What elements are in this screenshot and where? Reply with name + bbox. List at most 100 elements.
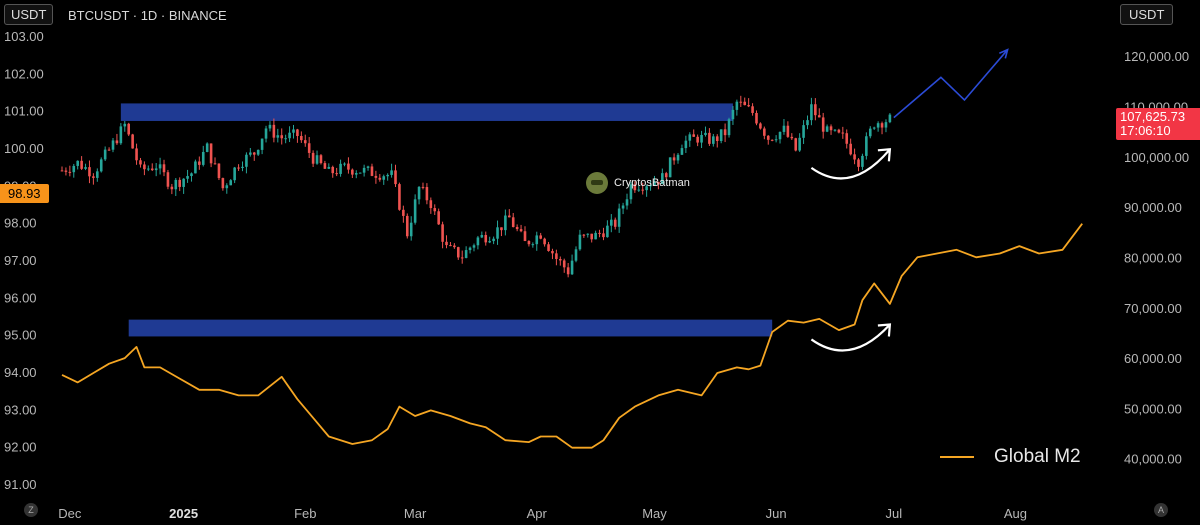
- candle-body: [664, 173, 668, 178]
- candle-body: [209, 143, 213, 164]
- candle-body: [303, 140, 307, 144]
- candle-body: [358, 172, 362, 174]
- candle-body: [782, 125, 786, 132]
- right-tick-label: 40,000.00: [1124, 452, 1182, 467]
- candle-body: [245, 154, 248, 167]
- candle-body: [504, 215, 507, 231]
- candle-body: [464, 250, 468, 258]
- price-badge-countdown: 17:06:10: [1120, 123, 1171, 138]
- projection-arrow-line: [893, 49, 1009, 119]
- candle-body: [786, 125, 790, 137]
- candle-body: [284, 138, 287, 140]
- candle-body: [260, 138, 264, 150]
- candle-body: [492, 238, 495, 242]
- candle-body: [759, 123, 762, 129]
- candle-body: [696, 136, 699, 143]
- candle-body: [857, 159, 860, 167]
- candle-body: [307, 143, 311, 153]
- candle-body: [453, 245, 456, 248]
- x-tick-label: Feb: [294, 506, 316, 521]
- candle-body: [606, 225, 609, 238]
- candle-body: [311, 152, 315, 164]
- timezone-button[interactable]: Z: [24, 503, 38, 517]
- candle-body: [594, 232, 597, 240]
- legend: Global M2: [940, 446, 1081, 468]
- candle-body: [437, 211, 440, 225]
- candle-body: [323, 163, 327, 169]
- legend-label: Global M2: [994, 446, 1081, 467]
- left-last-value-badge: 98.93: [0, 184, 49, 203]
- candle-body: [704, 132, 707, 135]
- right-tick-label: 60,000.00: [1124, 351, 1182, 366]
- candle-body: [123, 123, 127, 127]
- candle-body: [668, 157, 672, 178]
- candle-body: [645, 186, 648, 191]
- candle-body: [362, 167, 366, 173]
- candle-body: [382, 176, 386, 180]
- candle-body: [551, 250, 554, 254]
- candle-body: [268, 124, 272, 129]
- candle-body: [810, 104, 813, 121]
- left-tick-label: 91.00: [4, 477, 37, 492]
- candle-body: [798, 137, 801, 151]
- candle-body: [229, 180, 233, 186]
- candle-body: [445, 241, 448, 246]
- price-badge-value: 107,625.73: [1120, 109, 1186, 124]
- candle-body: [331, 166, 335, 174]
- x-tick-label: Dec: [58, 506, 82, 521]
- candle-body: [727, 119, 731, 136]
- candle-body: [127, 123, 131, 135]
- right-currency-button[interactable]: USDT: [1120, 4, 1174, 25]
- auto-scale-button[interactable]: A: [1154, 503, 1168, 517]
- candle-body: [366, 166, 370, 168]
- candle-body: [201, 151, 205, 165]
- candle-body: [76, 160, 79, 166]
- candle-body: [405, 215, 409, 237]
- candle-body: [347, 163, 350, 170]
- candle-body: [790, 136, 794, 139]
- right-tick-label: 80,000.00: [1124, 250, 1182, 265]
- candle-body: [72, 165, 76, 173]
- candle-body: [880, 123, 884, 128]
- right-tick-label: 120,000.00: [1124, 49, 1189, 64]
- candle-body: [515, 227, 519, 230]
- candle-body: [402, 209, 405, 216]
- candle-body: [472, 245, 476, 248]
- candle-body: [409, 222, 413, 237]
- candle-body: [398, 184, 401, 210]
- candle-body: [629, 184, 633, 200]
- candle-body: [680, 148, 684, 155]
- candle-body: [700, 134, 703, 143]
- candle-body: [154, 168, 158, 171]
- candle-body: [539, 235, 542, 239]
- candle-body: [252, 152, 256, 155]
- candle-body: [280, 135, 284, 139]
- candle-body: [425, 187, 429, 201]
- left-tick-label: 101.00: [4, 104, 44, 119]
- candle-body: [743, 101, 747, 106]
- candle-body: [708, 132, 711, 144]
- x-tick-label: May: [642, 506, 667, 521]
- candle-body: [641, 189, 645, 191]
- candle-body: [794, 138, 798, 151]
- candle-body: [861, 155, 864, 167]
- candle-body: [555, 253, 558, 260]
- x-tick-label: 2025: [169, 506, 198, 521]
- symbol-title: BTCUSDT · 1D · BINANCE: [68, 8, 227, 23]
- candle-body: [194, 161, 197, 174]
- candle-body: [166, 172, 170, 187]
- resistance-zone: [128, 319, 773, 337]
- candle-body: [288, 132, 291, 139]
- candle-body: [292, 129, 295, 133]
- candle-body: [865, 136, 868, 156]
- left-currency-button[interactable]: USDT: [4, 4, 54, 25]
- left-tick-label: 97.00: [4, 253, 37, 268]
- curved-arrow-line: [810, 323, 891, 352]
- candle-body: [833, 129, 837, 131]
- candle-body: [319, 155, 323, 164]
- candle-body: [766, 135, 770, 140]
- candle-body: [480, 234, 484, 238]
- candle-body: [806, 120, 809, 126]
- candle-body: [131, 134, 134, 149]
- candle-body: [162, 164, 166, 173]
